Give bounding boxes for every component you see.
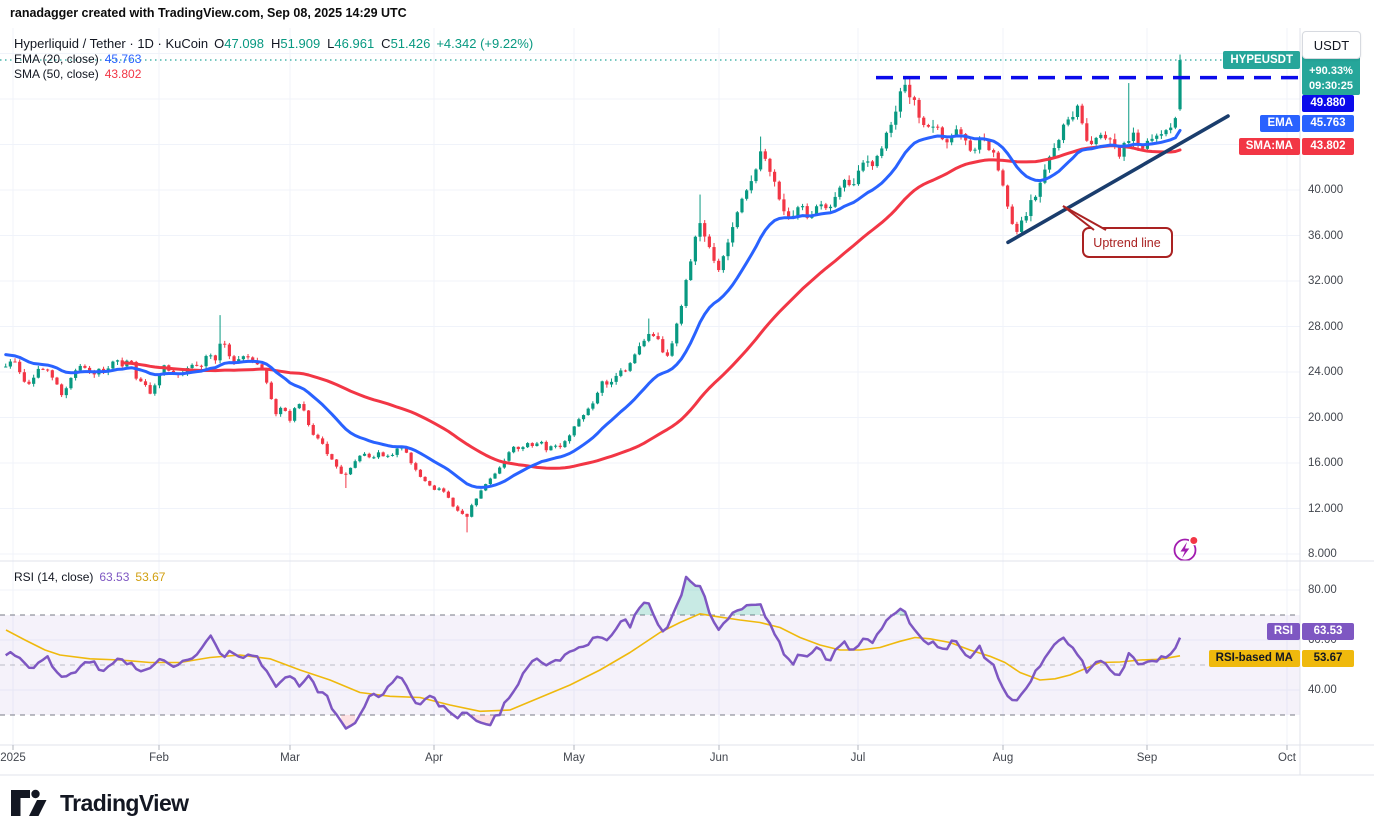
time-tick-label: Sep [1136,752,1158,764]
price-tick-label: 40.000 [1308,184,1344,196]
ohlc-item: L46.961 [327,36,375,51]
watermark-text: ranadagger created with TradingView.com,… [10,6,407,20]
rsi-tag: RSI [1266,623,1300,640]
tradingview-logo[interactable]: TradingView [10,786,189,820]
price-tick-label: 32.000 [1308,275,1344,287]
tradingview-logo-text: TradingView [60,789,189,816]
sma-value: 43.802 [104,67,142,81]
ohlc-item: H51.909 [271,36,321,51]
last-change-pct: +90.33% [1309,65,1353,77]
rsi-value-box: 63.53 [1302,623,1354,640]
rsi-ma-value-box: 53.67 [1302,650,1354,667]
sma-label: SMA (50, close) [14,67,99,81]
symbol-legend[interactable]: Hyperliquid / Tether · 1D · KuCoin O47.0… [14,36,533,51]
level-price-box: 49.880 [1302,95,1354,112]
price-tick-label: 16.000 [1308,457,1344,469]
time-tick-label: Aug [992,752,1014,764]
symbol-title: Hyperliquid / Tether · 1D · KuCoin [14,36,209,51]
uptrend-line [1006,114,1230,245]
price-tick-label: 8.000 [1308,548,1337,560]
rsi-tick-label: 80.00 [1308,584,1337,596]
time-tick-label: Feb [149,752,169,764]
ema-legend[interactable]: EMA (20, close) 45.763 [14,52,141,66]
price-tick-label: 20.000 [1308,411,1344,424]
ohlc-item: C51.426 [381,36,431,51]
time-tick-label: Mar [280,752,300,764]
bar-countdown: 09:30:25 [1308,80,1354,92]
rsi-legend[interactable]: RSI (14, close) 63.53 53.67 [14,570,165,584]
ema-line [4,128,1182,489]
change-value: +4.342 (+9.22%) [436,36,534,51]
rsi-ma-value: 53.67 [135,570,166,584]
price-tick-label: 12.000 [1308,502,1344,515]
ema-tag: EMA [1260,115,1300,132]
price-tick-label: 24.000 [1308,366,1344,378]
ema-value: 45.763 [104,52,142,66]
rsi-value: 63.53 [99,570,130,584]
ema-price-box: 45.763 [1302,115,1354,132]
time-tick-label: 2025 [0,752,26,764]
flash-icon[interactable] [1173,535,1199,562]
sma-line [120,144,1182,470]
currency-toggle-button[interactable]: USDT [1302,31,1361,59]
candles [4,54,1182,533]
rsi-ma-tag: RSI-based MA [1208,650,1300,667]
rsi-tick-label: 40.00 [1308,684,1337,696]
price-tick-label: 36.000 [1308,229,1344,242]
time-tick-label: May [563,752,585,764]
svg-text:Uptrend line: Uptrend line [1093,236,1160,250]
sma-legend[interactable]: SMA (50, close) 43.802 [14,67,141,81]
rsi-line [4,575,1182,730]
ema-label: EMA (20, close) [14,52,99,66]
time-tick-label: Jul [850,752,866,764]
symbol-price-tag: HYPEUSDT [1223,51,1300,69]
ohlc-item: O47.098 [214,36,265,51]
price-tick-label: 28.000 [1308,320,1344,333]
time-tick-label: Jun [709,752,729,764]
rsi-label: RSI (14, close) [14,570,94,584]
tradingview-logo-icon [11,789,47,816]
ohlc-values: O47.098 H51.909 L46.961 C51.426 [214,36,430,51]
uptrend-callout[interactable]: Uptrend line [1062,205,1173,258]
sma-tag: SMA:MA [1238,138,1300,155]
sma-price-box: 43.802 [1302,138,1354,155]
time-tick-label: Apr [425,752,443,764]
time-tick-label: Oct [1278,752,1296,764]
